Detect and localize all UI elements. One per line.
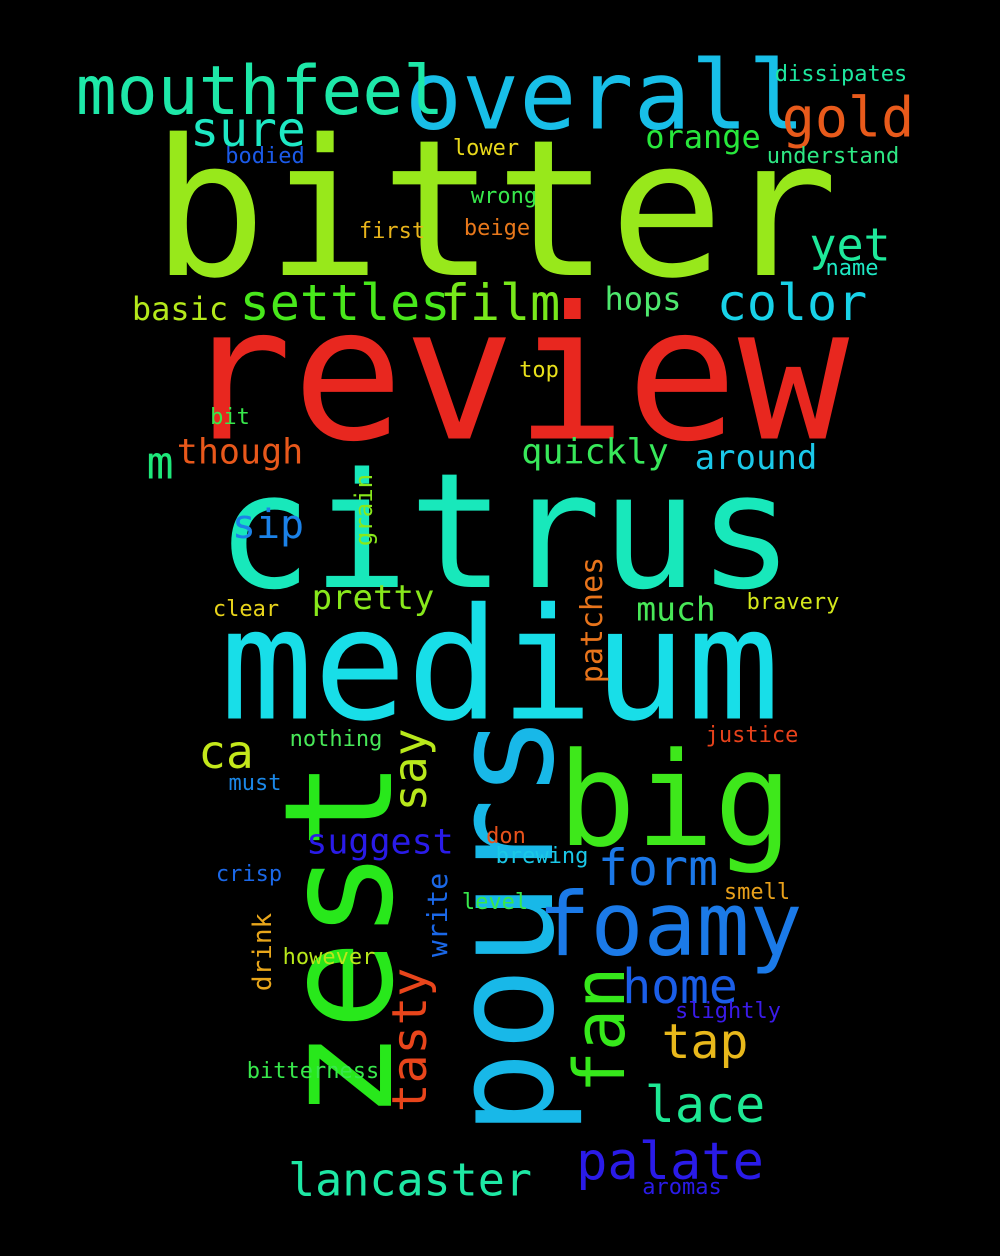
word-around: around [694,438,818,478]
word-dissipates: dissipates [774,62,908,87]
word-bodied: bodied [225,144,305,169]
word-suggest: suggest [306,822,454,863]
word-settles: settles [239,274,451,332]
word-lower: lower [452,136,520,161]
word-lancaster: lancaster [288,1153,532,1207]
word-though: though [176,432,304,473]
word-pretty: pretty [311,578,435,618]
word-home: home [622,959,738,1015]
word-level: level [461,890,529,915]
word-say: say [383,728,437,812]
word-sip: sip [231,502,305,548]
word-slightly: slightly [675,999,781,1024]
word-tasty: tasty [382,967,438,1113]
word-m: m [146,436,174,490]
word-review: review [180,266,850,483]
word-name: name [825,256,879,281]
word-orange: orange [645,118,761,156]
word-film: film [439,274,561,332]
word-tap: tap [661,1014,749,1070]
word-overall: overall [404,41,806,152]
word-clear: clear [212,597,280,622]
word-citrus: citrus [216,438,794,625]
word-must: must [228,771,282,796]
word-however: however [282,945,376,970]
word-patches: patches [575,556,610,684]
word-drink: drink [248,912,278,992]
word-hops: hops [604,280,682,318]
word-wrong: wrong [470,184,538,209]
word-basic: basic [131,290,229,328]
word-yet: yet [809,218,891,272]
word-ca: ca [198,725,254,779]
word-write: write [421,872,454,958]
word-grain: grain [350,473,378,547]
word-form: form [597,839,719,897]
word-bravery: bravery [746,590,840,615]
word-don: don [486,824,526,849]
word-nothing: nothing [289,727,383,752]
word-beige: beige [463,216,531,241]
word-color: color [716,274,868,332]
word-bitter: bitter [151,99,839,320]
word-foamy: foamy [537,873,803,976]
word-brewing: brewing [495,844,589,869]
word-first: first [358,219,426,244]
word-bitterness: bitterness [246,1059,380,1084]
word-quickly: quickly [521,432,669,473]
word-bit: bit [210,405,250,430]
word-understand: understand [766,144,900,169]
word-smell: smell [723,880,791,905]
word-lace: lace [644,1076,766,1134]
word-medium: medium [220,574,780,756]
word-top: top [519,358,559,383]
word-gold: gold [781,85,915,150]
word-big: big [557,724,793,876]
word-palate: palate [576,1132,764,1192]
word-crisp: crisp [215,862,283,887]
word-much: much [636,589,716,629]
word-sure: sure [190,102,306,158]
word-mouthfeel: mouthfeel [75,52,445,131]
word-aromas: aromas [642,1175,722,1200]
word-justice: justice [705,723,799,748]
